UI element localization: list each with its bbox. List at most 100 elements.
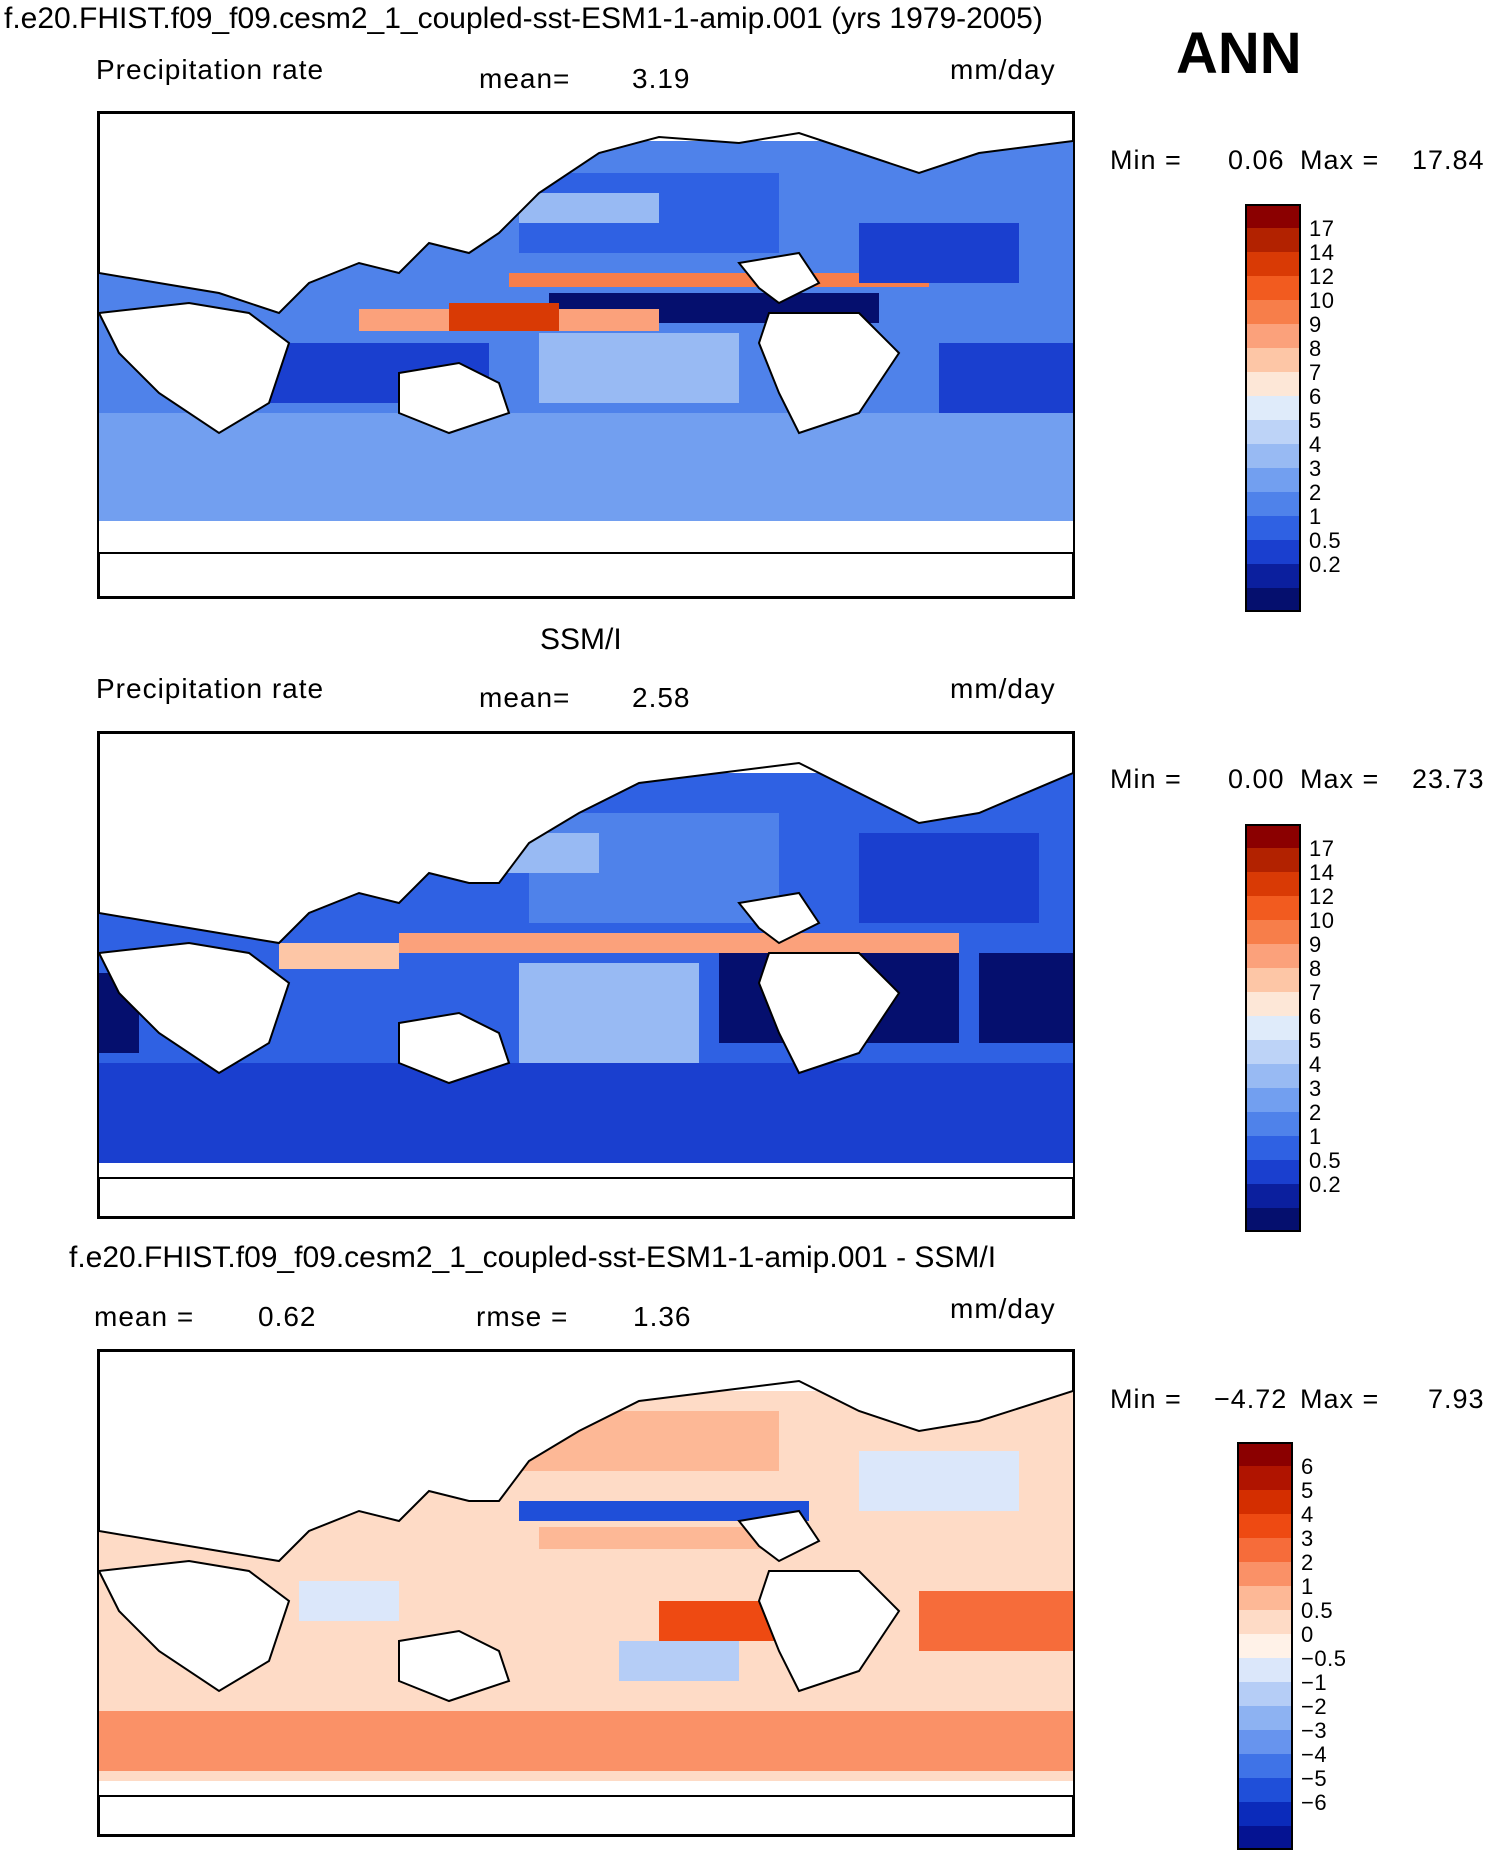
colorbar-tick-label: 6 <box>1309 1004 1322 1029</box>
colorbar-swatch <box>1245 848 1301 872</box>
colorbar-swatch <box>1237 1778 1293 1802</box>
colorbar-tick-label: −6 <box>1301 1790 1328 1815</box>
colorbar-tick-label: 12 <box>1309 884 1335 909</box>
max-label: Max = <box>1300 145 1380 175</box>
colorbar-tick-label: −0.5 <box>1301 1646 1347 1671</box>
colorbar-tick-label: −1 <box>1301 1670 1328 1695</box>
precip-map-obs <box>97 731 1075 1219</box>
colorbar-swatch <box>1237 1754 1293 1778</box>
colorbar-swatch <box>1237 1610 1293 1634</box>
colorbar-swatch <box>1245 1088 1301 1112</box>
colorbar-tick-label: 0.2 <box>1309 1172 1342 1197</box>
land-areas <box>99 113 1073 597</box>
colorbar-swatch <box>1245 1064 1301 1088</box>
min-value: −4.72 <box>1214 1384 1288 1414</box>
colorbar-swatch <box>1245 324 1301 348</box>
colorbar-swatch <box>1237 1802 1293 1826</box>
min-value: 0.00 <box>1228 764 1285 794</box>
precip-map-model <box>97 111 1075 599</box>
colorbar-tick-label: 14 <box>1309 860 1335 885</box>
colorbar-swatch <box>1237 1634 1293 1658</box>
colorbar-swatch <box>1245 420 1301 444</box>
variable-label: Precipitation rate <box>96 54 325 85</box>
colorbar-swatch <box>1245 1040 1301 1064</box>
colorbar-swatch <box>1237 1490 1293 1514</box>
mean-label: mean = <box>94 1301 195 1332</box>
colorbar-swatch <box>1245 896 1301 920</box>
colorbar-tick-label: 8 <box>1309 956 1322 981</box>
rmse-label: rmse = <box>476 1301 569 1332</box>
colorbar-tick-label: −4 <box>1301 1742 1328 1767</box>
colorbar-tick-label: 17 <box>1309 216 1335 241</box>
colorbar-swatch <box>1245 396 1301 420</box>
colorbar-swatch <box>1245 348 1301 372</box>
max-value: 7.93 <box>1428 1384 1485 1414</box>
mean-label: mean= <box>479 682 571 713</box>
colorbar-swatch <box>1245 228 1301 252</box>
colorbar-tick-label: 7 <box>1309 980 1322 1005</box>
colorbar-swatch <box>1245 1208 1301 1232</box>
colorbar-swatch <box>1237 1730 1293 1754</box>
colorbar-swatch <box>1245 372 1301 396</box>
colorbar-tick-label: 5 <box>1301 1478 1314 1503</box>
units-label: mm/day <box>950 54 1056 85</box>
colorbar-tick-label: 14 <box>1309 240 1335 265</box>
colorbar-tick-label: 17 <box>1309 836 1335 861</box>
figure-title: f.e20.FHIST.f09_f09.cesm2_1_coupled-sst-… <box>4 2 1043 35</box>
season-label: ANN <box>1176 21 1302 86</box>
colorbar-tick-label: 9 <box>1309 312 1322 337</box>
colorbar-tick-label: 2 <box>1309 480 1322 505</box>
colorbar-tick-label: 3 <box>1309 456 1322 481</box>
mean-value: 0.62 <box>258 1301 317 1332</box>
colorbar-tick-label: 4 <box>1309 1052 1322 1077</box>
colorbar-swatch <box>1245 1112 1301 1136</box>
min-value: 0.06 <box>1228 145 1285 175</box>
colorbar-swatch <box>1237 1682 1293 1706</box>
colorbar-swatch <box>1245 468 1301 492</box>
colorbar-tick-label: 6 <box>1301 1454 1314 1479</box>
colorbar-tick-label: 1 <box>1309 504 1322 529</box>
map-canvas <box>99 113 1073 597</box>
colorbar-tick-label: 7 <box>1309 360 1322 385</box>
colorbar-tick-label: 2 <box>1301 1550 1314 1575</box>
colorbar-tick-label: −5 <box>1301 1766 1328 1791</box>
colorbar-swatch <box>1245 1016 1301 1040</box>
land-areas <box>99 733 1073 1217</box>
colorbar-tick-label: 3 <box>1309 1076 1322 1101</box>
colorbar-swatch <box>1237 1538 1293 1562</box>
colorbar-swatch <box>1245 824 1301 848</box>
colorbar-swatch <box>1237 1658 1293 1682</box>
land-areas <box>99 1351 1073 1835</box>
colorbar-swatch <box>1237 1826 1293 1850</box>
colorbar-swatch <box>1245 872 1301 896</box>
colorbar-swatch <box>1237 1442 1293 1466</box>
units-label: mm/day <box>950 1293 1056 1324</box>
colorbar-tick-label: 10 <box>1309 288 1335 313</box>
colorbar-tick-label: −2 <box>1301 1694 1328 1719</box>
colorbar-swatch <box>1245 444 1301 468</box>
colorbar-swatch <box>1245 516 1301 540</box>
colorbar-tick-label: 5 <box>1309 408 1322 433</box>
min-label: Min = <box>1110 145 1182 175</box>
colorbar-tick-label: 3 <box>1301 1526 1314 1551</box>
mean-label: mean= <box>479 63 571 94</box>
colorbar-tick-label: 8 <box>1309 336 1322 361</box>
colorbar-tick-label: 0.5 <box>1301 1598 1334 1623</box>
colorbar-tick-label: 2 <box>1309 1100 1322 1125</box>
colorbar-tick-label: 4 <box>1301 1502 1314 1527</box>
rmse-value: 1.36 <box>633 1301 692 1332</box>
map-canvas <box>99 733 1073 1217</box>
mean-value: 2.58 <box>632 682 691 713</box>
colorbar-swatch <box>1245 276 1301 300</box>
mean-value: 3.19 <box>632 63 691 94</box>
colorbar-swatch <box>1245 968 1301 992</box>
variable-label: Precipitation rate <box>96 673 325 704</box>
colorbar-swatch <box>1245 492 1301 516</box>
colorbar-tick-label: 5 <box>1309 1028 1322 1053</box>
colorbar-swatch <box>1245 540 1301 564</box>
colorbar-swatch <box>1245 588 1301 612</box>
colorbar-swatch <box>1237 1514 1293 1538</box>
colorbar-tick-label: 1 <box>1309 1124 1322 1149</box>
colorbar-swatch <box>1237 1706 1293 1730</box>
section-title: SSM/I <box>540 623 622 656</box>
